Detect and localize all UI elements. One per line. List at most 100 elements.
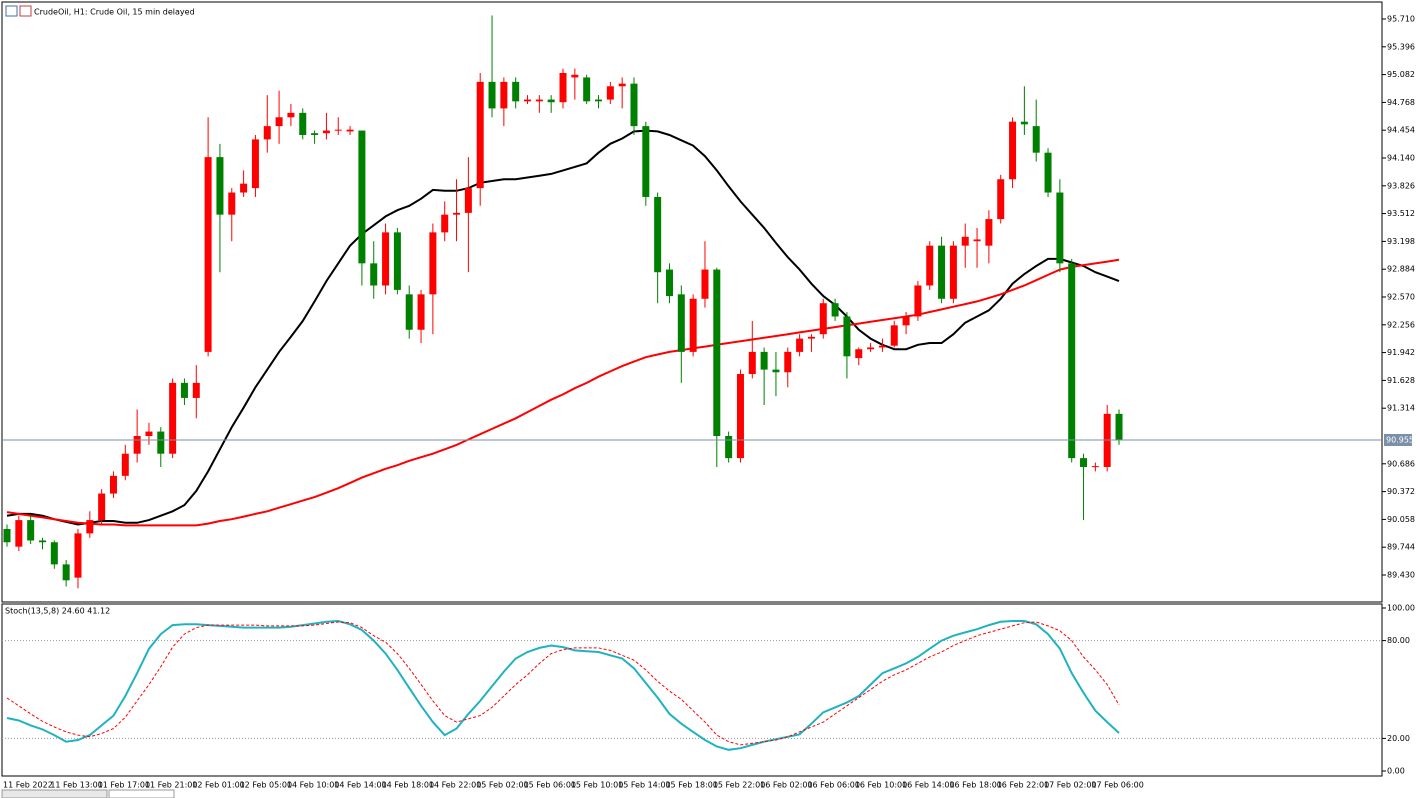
candle-body bbox=[346, 129, 354, 132]
candle-body bbox=[938, 245, 946, 299]
candle-body bbox=[38, 540, 46, 543]
y-tick-label: 89.744 bbox=[1387, 543, 1415, 552]
candle-body bbox=[429, 232, 437, 295]
candle-body bbox=[500, 81, 508, 109]
candle-body bbox=[157, 431, 165, 454]
candle-body bbox=[665, 269, 673, 297]
candle-body bbox=[311, 133, 319, 135]
candle-body bbox=[831, 303, 839, 317]
x-tick-label: 17 Feb 02:00 bbox=[1044, 781, 1096, 790]
candle-body bbox=[784, 351, 792, 373]
x-tick-label: 16 Feb 14:00 bbox=[902, 781, 954, 790]
icon-box bbox=[5, 5, 18, 17]
candle-body bbox=[180, 382, 188, 398]
x-tick-label: 16 Feb 06:00 bbox=[807, 781, 859, 790]
indicator-line bbox=[6, 258, 1120, 527]
candle-body bbox=[62, 564, 70, 581]
candle-body bbox=[15, 520, 23, 547]
candle-body bbox=[807, 336, 815, 339]
candle-body bbox=[547, 99, 555, 103]
candle-body bbox=[677, 294, 685, 352]
candle-body bbox=[441, 214, 449, 233]
candle-body bbox=[405, 294, 413, 330]
y-tick-label: 94.140 bbox=[1387, 153, 1415, 162]
y-tick-label: 92.570 bbox=[1387, 292, 1415, 301]
y-tick-label: 93.826 bbox=[1387, 181, 1415, 190]
indicator-panel-frame bbox=[1, 603, 1383, 777]
indicator-line bbox=[6, 129, 1120, 526]
candle-body bbox=[476, 81, 484, 189]
y-tick-label: 20.00 bbox=[1387, 734, 1410, 743]
y-tick-label: 94.768 bbox=[1387, 98, 1415, 107]
candle-body bbox=[760, 351, 768, 370]
candle-body bbox=[725, 435, 733, 459]
candle-body bbox=[961, 236, 969, 246]
last-price-box bbox=[1384, 433, 1412, 446]
tab[interactable] bbox=[108, 789, 175, 798]
x-tick-label: 11 Feb 2022 bbox=[3, 781, 53, 790]
chart-title: CrudeOil, H1: Crude Oil, 15 min delayed bbox=[34, 8, 195, 17]
candle-body bbox=[204, 157, 212, 352]
candle-body bbox=[819, 303, 827, 335]
candle-body bbox=[216, 157, 224, 215]
candle-body bbox=[914, 285, 922, 317]
x-tick-label: 15 Feb 18:00 bbox=[665, 781, 717, 790]
candle-body bbox=[855, 349, 863, 359]
candle-body bbox=[736, 374, 744, 459]
x-tick-label: 14 Feb 22:00 bbox=[429, 781, 481, 790]
candle-body bbox=[50, 542, 58, 565]
candle-body bbox=[630, 83, 638, 127]
y-tick-label: 100.00 bbox=[1387, 603, 1415, 612]
y-tick-label: 95.082 bbox=[1387, 70, 1415, 79]
candle-body bbox=[878, 345, 886, 348]
candle-body bbox=[370, 263, 378, 286]
y-tick-label: 95.710 bbox=[1387, 14, 1415, 23]
icon-box bbox=[19, 5, 32, 17]
candle-body bbox=[1056, 192, 1064, 264]
y-tick-label: 93.198 bbox=[1387, 237, 1415, 246]
candle-body bbox=[867, 347, 875, 350]
y-tick-label: 93.512 bbox=[1387, 209, 1415, 218]
y-tick-label: 90.686 bbox=[1387, 459, 1415, 468]
candle-body bbox=[86, 520, 94, 534]
candle-body bbox=[926, 245, 934, 286]
candle-body bbox=[890, 325, 898, 346]
x-tick-label: 15 Feb 10:00 bbox=[571, 781, 623, 790]
candle-body bbox=[1044, 152, 1052, 193]
candle-body bbox=[192, 382, 200, 398]
x-tick-label: 12 Feb 05:00 bbox=[240, 781, 292, 790]
candle-body bbox=[322, 130, 330, 134]
candle-body bbox=[417, 294, 425, 330]
y-tick-label: 0.00 bbox=[1387, 766, 1405, 775]
candle-body bbox=[559, 73, 567, 103]
candle-body bbox=[701, 269, 709, 299]
candle-body bbox=[843, 316, 851, 357]
candle-body bbox=[382, 232, 390, 286]
x-tick-label: 11 Feb 21:00 bbox=[145, 781, 197, 790]
x-tick-label: 12 Feb 01:00 bbox=[192, 781, 244, 790]
candle-body bbox=[973, 239, 981, 242]
x-tick-label: 15 Feb 14:00 bbox=[618, 781, 670, 790]
tab[interactable] bbox=[1, 789, 108, 798]
x-tick-label: 16 Feb 10:00 bbox=[855, 781, 907, 790]
candle-body bbox=[748, 351, 756, 375]
x-tick-label: 16 Feb 18:00 bbox=[949, 781, 1001, 790]
candle-body bbox=[1115, 413, 1123, 440]
candle-body bbox=[74, 533, 82, 578]
y-tick-label: 91.314 bbox=[1387, 404, 1415, 413]
candle-body bbox=[535, 99, 543, 102]
x-tick-label: 15 Feb 06:00 bbox=[524, 781, 576, 790]
candle-body bbox=[595, 99, 602, 102]
y-tick-label: 91.628 bbox=[1387, 376, 1415, 385]
candle-body bbox=[902, 316, 910, 326]
indicator-title: Stoch(13,5,8) 24.60 41.12 bbox=[5, 607, 110, 616]
candle-body bbox=[3, 528, 11, 543]
candle-body bbox=[251, 139, 259, 189]
candle-body bbox=[488, 81, 496, 109]
candle-body bbox=[524, 99, 532, 102]
candle-body bbox=[464, 188, 472, 213]
candle-body bbox=[145, 431, 153, 436]
candle-body bbox=[606, 86, 614, 100]
